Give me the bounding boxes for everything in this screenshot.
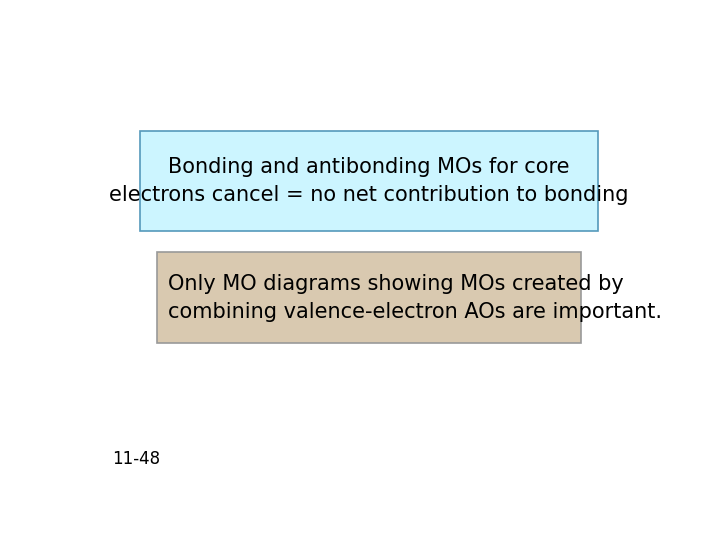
Text: 11-48: 11-48 xyxy=(112,450,161,468)
FancyBboxPatch shape xyxy=(140,131,598,231)
FancyBboxPatch shape xyxy=(157,252,581,343)
Text: Only MO diagrams showing MOs created by
combining valence-electron AOs are impor: Only MO diagrams showing MOs created by … xyxy=(168,274,662,322)
Text: Bonding and antibonding MOs for core
electrons cancel = no net contribution to b: Bonding and antibonding MOs for core ele… xyxy=(109,157,629,205)
